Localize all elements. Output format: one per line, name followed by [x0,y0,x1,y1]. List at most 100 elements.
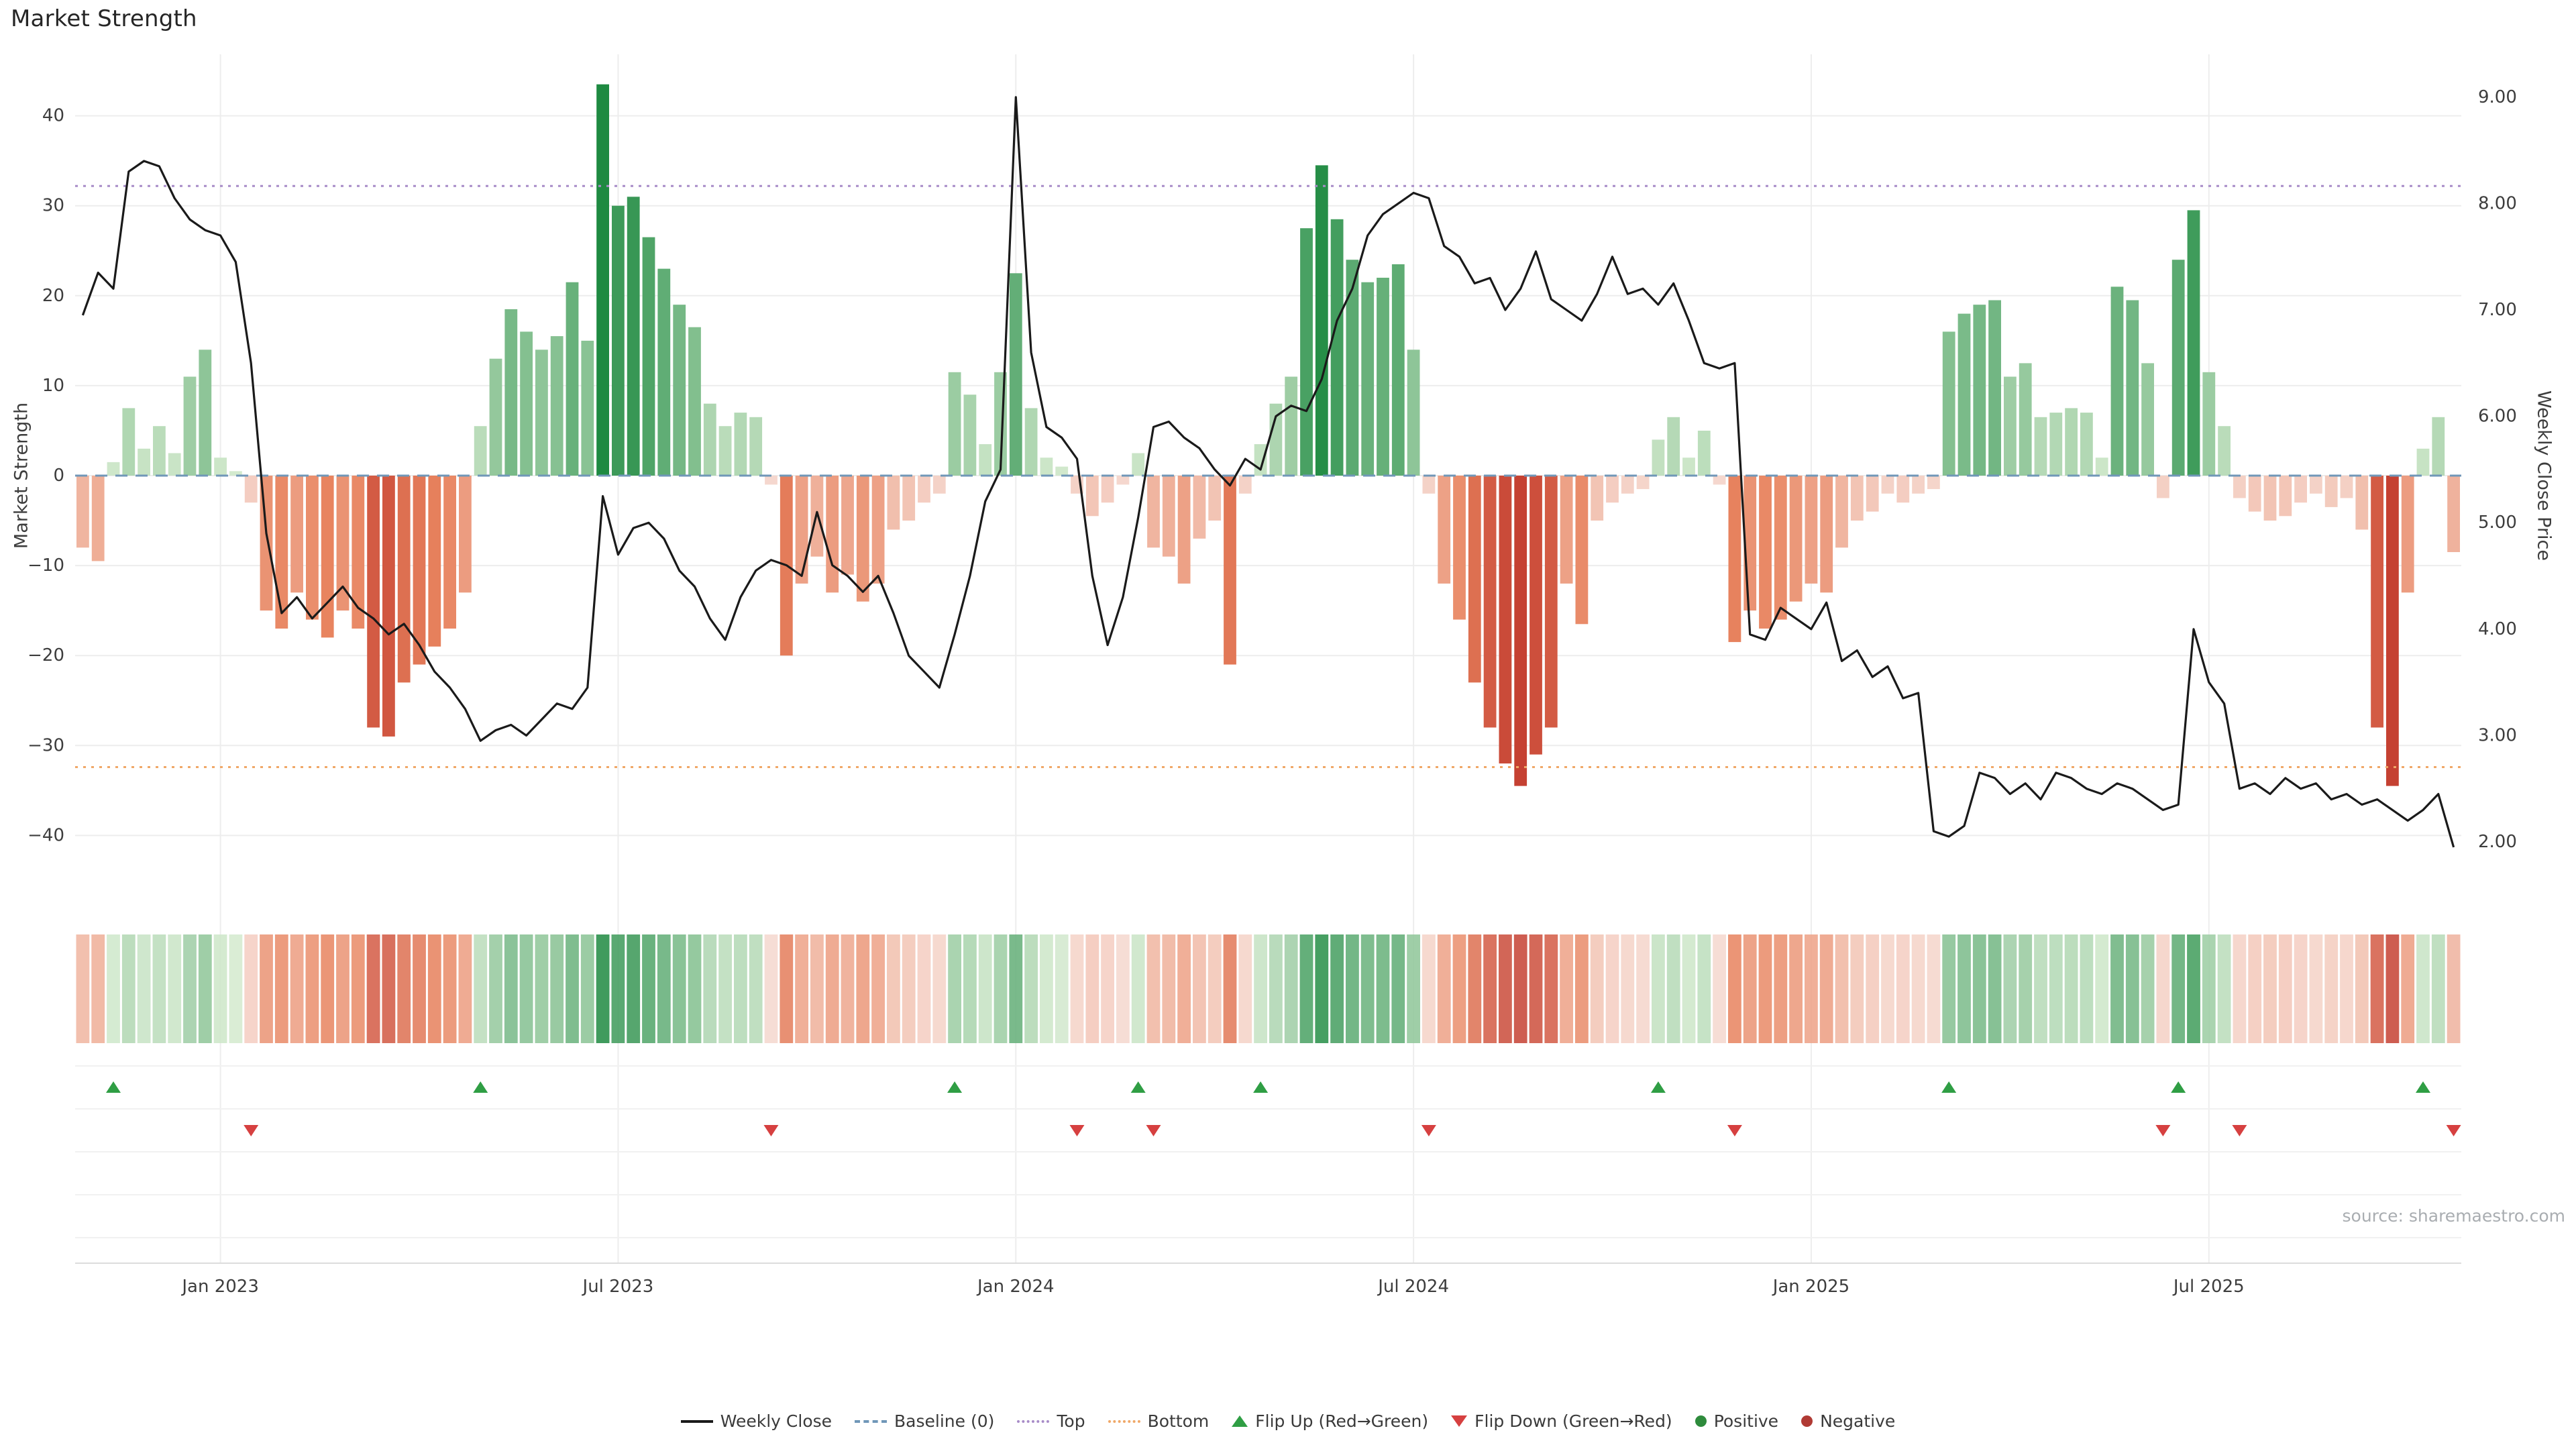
legend-label: Flip Down (Green→Red) [1474,1411,1672,1431]
strength-bar [428,476,441,647]
heatmap-cell [871,934,885,1043]
heatmap-cell [1621,934,1635,1043]
source-credit: source: sharemaestro.com [2342,1206,2566,1226]
flip-up-marker [473,1081,488,1093]
flip-up-marker [947,1081,963,1093]
strength-bar [581,340,594,476]
right-axis-tick: 8.00 [2478,193,2517,213]
heatmap-cell [1055,934,1069,1043]
strength-bar [1101,476,1114,503]
heatmap-cell [290,934,304,1043]
heatmap-cell [1468,934,1482,1043]
strength-bar [1438,476,1451,584]
heatmap-cell [321,934,335,1043]
flip-up-swatch-icon [1232,1415,1248,1427]
heatmap-cell [2324,934,2339,1043]
heatmap-cell [121,934,136,1043]
strength-bar [1147,476,1160,548]
strength-bar [183,376,197,476]
heatmap-cell [672,934,686,1043]
weekly-close-swatch-icon [680,1419,713,1423]
strength-bar [459,476,472,593]
flip-down-marker [2155,1125,2171,1136]
heatmap-cell [2141,934,2155,1043]
legend-item-baseline: Baseline (0) [855,1411,994,1431]
strength-bar [1774,476,1787,620]
strength-bar [214,458,227,476]
heatmap-cell [2447,934,2461,1043]
weekly-close-line [81,96,2455,848]
heatmap-cell [932,934,947,1043]
heatmap-cell [2156,934,2170,1043]
heatmap-cell [397,934,411,1043]
heatmap-cell [2095,934,2109,1043]
heatmap-cell [917,934,931,1043]
heatmap-cell [427,934,441,1043]
strength-bar [1667,417,1680,476]
strength-bar [474,426,487,476]
strength-bar [1300,228,1313,476]
strength-bar [2187,210,2200,476]
heatmap-cell [91,934,105,1043]
strength-bar [2202,372,2216,476]
heatmap-cell [1330,934,1344,1043]
strength-bar [2340,476,2353,498]
strength-bar [1881,476,1894,494]
heatmap-cell [2385,934,2400,1043]
heatmap-cell [1162,934,1176,1043]
heatmap-cell [703,934,717,1043]
strength-bar [504,309,518,476]
strength-bar [1606,476,1619,503]
strength-bar [1544,476,1558,728]
heatmap-cell [1299,934,1313,1043]
strength-bar [1942,331,1955,476]
strength-bar [795,476,808,584]
strength-bar [91,476,105,561]
heatmap-cell [1346,934,1359,1043]
legend-label: Bottom [1147,1411,1210,1431]
flip-up-marker [1130,1081,1146,1093]
strength-bar [107,462,120,476]
strength-bar [321,476,334,638]
heatmap-cell [1927,934,1941,1043]
heatmap-cell [1040,934,1053,1043]
flip-up-marker [106,1081,121,1093]
strength-bar [1957,313,1971,476]
heatmap-cell [274,934,288,1043]
strength-bar [2310,476,2322,494]
strength-bar [290,476,303,593]
strength-bar [2386,476,2399,786]
strength-bar [979,444,992,476]
strength-bar [1759,476,1772,629]
left-axis-tick: 10 [42,376,64,396]
heatmap-cell [948,934,961,1043]
heatmap-cell [1805,934,1818,1043]
heatmap-cell [2217,934,2231,1043]
flip-down-marker [1069,1125,1085,1136]
heatmap-cell [688,934,702,1043]
strength-bar [1499,476,1512,764]
strength-bar [887,476,900,530]
strength-bar [1896,476,1910,503]
strength-bar [1820,476,1833,593]
strength-bar [122,408,136,476]
heatmap-cell [229,934,243,1043]
heatmap-cell [1758,934,1772,1043]
strength-bar [382,476,395,737]
left-axis-title: Market Strength [11,402,32,549]
right-axis-tick: 5.00 [2478,513,2517,533]
strength-bar [856,476,869,602]
strength-bar [2263,476,2277,521]
strength-bar [1514,476,1527,786]
heatmap-cell [1009,934,1023,1043]
heatmap-cell [963,934,977,1043]
strength-bar [642,237,655,476]
strength-bar [1988,300,2001,476]
strength-bar [397,476,411,683]
heatmap-cell [1942,934,1956,1043]
heatmap-cell [1850,934,1864,1043]
strength-bar [2416,448,2430,476]
strength-bar [1682,458,1695,476]
top-swatch-icon [1017,1419,1050,1423]
heatmap-cell [2294,934,2308,1043]
